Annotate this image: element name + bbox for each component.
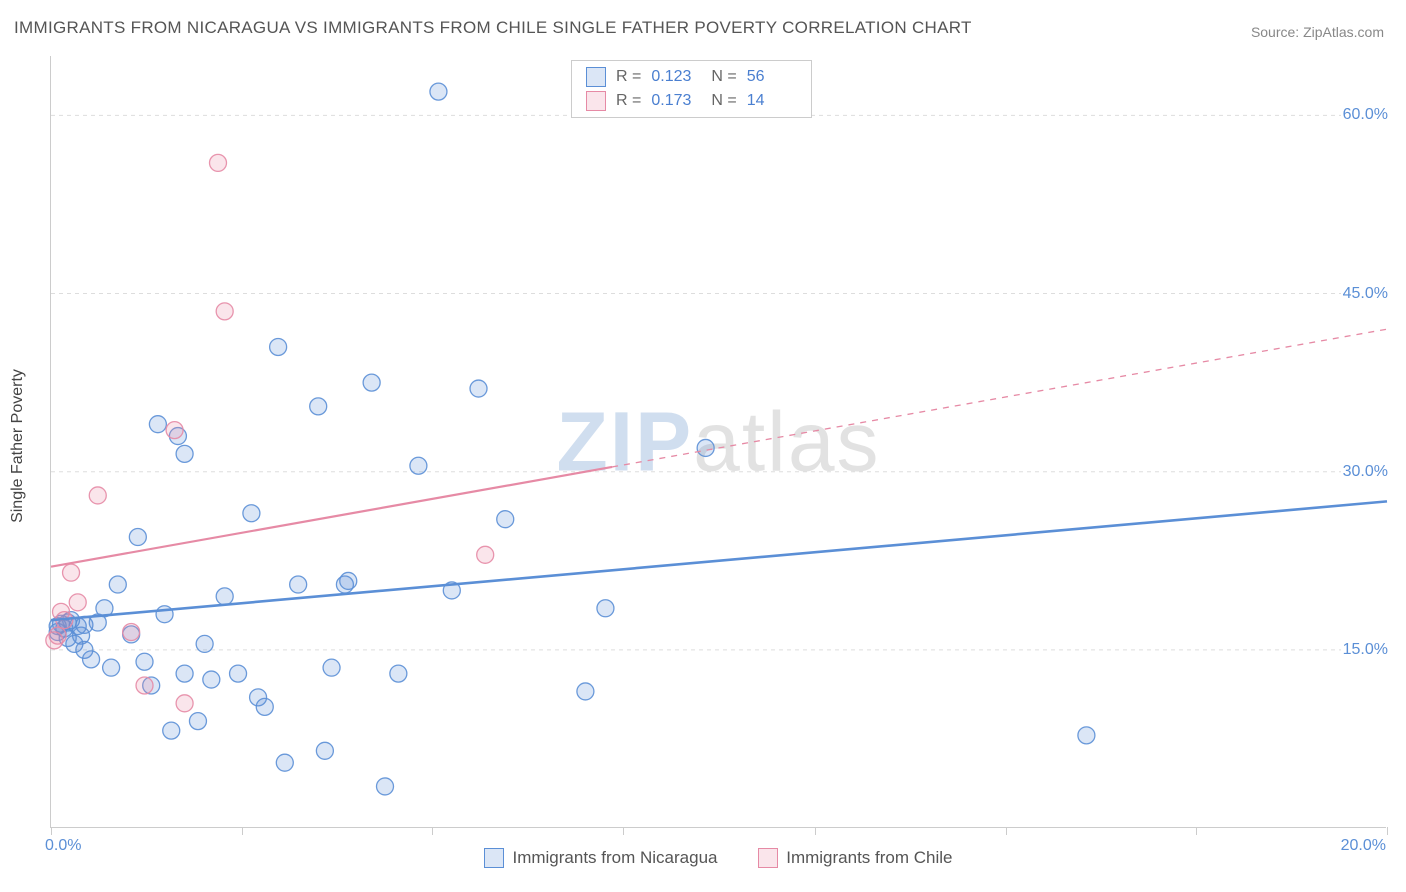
stat-legend: R = 0.123 N = 56 R = 0.173 N = 14 — [571, 60, 812, 118]
data-point-chile — [210, 154, 227, 171]
data-point-nicaragua — [230, 665, 247, 682]
legend-label-nicaragua: Immigrants from Nicaragua — [512, 848, 717, 868]
data-point-nicaragua — [497, 511, 514, 528]
data-point-nicaragua — [243, 505, 260, 522]
data-point-nicaragua — [103, 659, 120, 676]
data-point-nicaragua — [176, 445, 193, 462]
x-tick — [623, 827, 624, 835]
data-point-nicaragua — [323, 659, 340, 676]
data-point-chile — [477, 546, 494, 563]
data-point-nicaragua — [310, 398, 327, 415]
n-value-chile: 14 — [747, 89, 797, 113]
plot-area: ZIPatlas 15.0%30.0%45.0%60.0% 0.0% 20.0%… — [50, 56, 1386, 828]
y-tick-label: 60.0% — [1341, 106, 1390, 124]
data-point-chile — [63, 564, 80, 581]
legend-label-chile: Immigrants from Chile — [786, 848, 952, 868]
trendline-chile — [51, 467, 612, 567]
data-point-chile — [69, 594, 86, 611]
data-point-nicaragua — [597, 600, 614, 617]
r-value-chile: 0.173 — [651, 89, 701, 113]
n-value-nicaragua: 56 — [747, 65, 797, 89]
data-point-nicaragua — [176, 665, 193, 682]
swatch-chile — [758, 848, 778, 868]
y-tick-label: 45.0% — [1341, 285, 1390, 303]
data-point-nicaragua — [577, 683, 594, 700]
x-tick — [242, 827, 243, 835]
data-point-nicaragua — [430, 83, 447, 100]
data-point-nicaragua — [163, 722, 180, 739]
swatch-nicaragua — [484, 848, 504, 868]
x-tick — [1006, 827, 1007, 835]
source-attribution: Source: ZipAtlas.com — [1251, 24, 1384, 40]
data-point-chile — [176, 695, 193, 712]
data-point-nicaragua — [1078, 727, 1095, 744]
data-point-chile — [136, 677, 153, 694]
data-point-nicaragua — [377, 778, 394, 795]
r-label: R = — [616, 89, 641, 113]
swatch-chile — [586, 91, 606, 111]
data-point-nicaragua — [276, 754, 293, 771]
data-point-nicaragua — [196, 635, 213, 652]
data-point-nicaragua — [470, 380, 487, 397]
y-tick-label: 30.0% — [1341, 463, 1390, 481]
data-point-nicaragua — [216, 588, 233, 605]
data-point-nicaragua — [136, 653, 153, 670]
data-point-nicaragua — [189, 713, 206, 730]
swatch-nicaragua — [586, 67, 606, 87]
data-point-nicaragua — [697, 439, 714, 456]
x-tick — [432, 827, 433, 835]
chart-title: IMMIGRANTS FROM NICARAGUA VS IMMIGRANTS … — [14, 18, 972, 38]
stat-row-chile: R = 0.173 N = 14 — [586, 89, 797, 113]
n-label: N = — [711, 65, 736, 89]
data-point-nicaragua — [203, 671, 220, 688]
legend-item-nicaragua: Immigrants from Nicaragua — [484, 848, 717, 868]
data-point-nicaragua — [149, 416, 166, 433]
chart-svg — [51, 56, 1386, 827]
data-point-nicaragua — [390, 665, 407, 682]
data-point-nicaragua — [129, 529, 146, 546]
r-value-nicaragua: 0.123 — [651, 65, 701, 89]
data-point-nicaragua — [410, 457, 427, 474]
data-point-chile — [216, 303, 233, 320]
data-point-nicaragua — [256, 698, 273, 715]
data-point-chile — [49, 627, 66, 644]
data-point-chile — [89, 487, 106, 504]
data-point-nicaragua — [270, 338, 287, 355]
data-point-nicaragua — [363, 374, 380, 391]
data-point-chile — [123, 624, 140, 641]
data-point-nicaragua — [340, 572, 357, 589]
y-axis-title: Single Father Poverty — [9, 369, 27, 523]
trendline-chile-dashed — [612, 329, 1387, 467]
data-point-nicaragua — [316, 742, 333, 759]
source-name: ZipAtlas.com — [1303, 24, 1384, 40]
x-tick — [815, 827, 816, 835]
stat-row-nicaragua: R = 0.123 N = 56 — [586, 65, 797, 89]
x-tick — [51, 827, 52, 835]
data-point-nicaragua — [109, 576, 126, 593]
source-prefix: Source: — [1251, 24, 1303, 40]
n-label: N = — [711, 89, 736, 113]
data-point-nicaragua — [290, 576, 307, 593]
x-tick — [1387, 827, 1388, 835]
y-tick-label: 15.0% — [1341, 641, 1390, 659]
data-point-nicaragua — [83, 651, 100, 668]
r-label: R = — [616, 65, 641, 89]
bottom-legend: Immigrants from Nicaragua Immigrants fro… — [51, 848, 1386, 873]
x-tick — [1196, 827, 1197, 835]
data-point-chile — [166, 422, 183, 439]
legend-item-chile: Immigrants from Chile — [758, 848, 952, 868]
